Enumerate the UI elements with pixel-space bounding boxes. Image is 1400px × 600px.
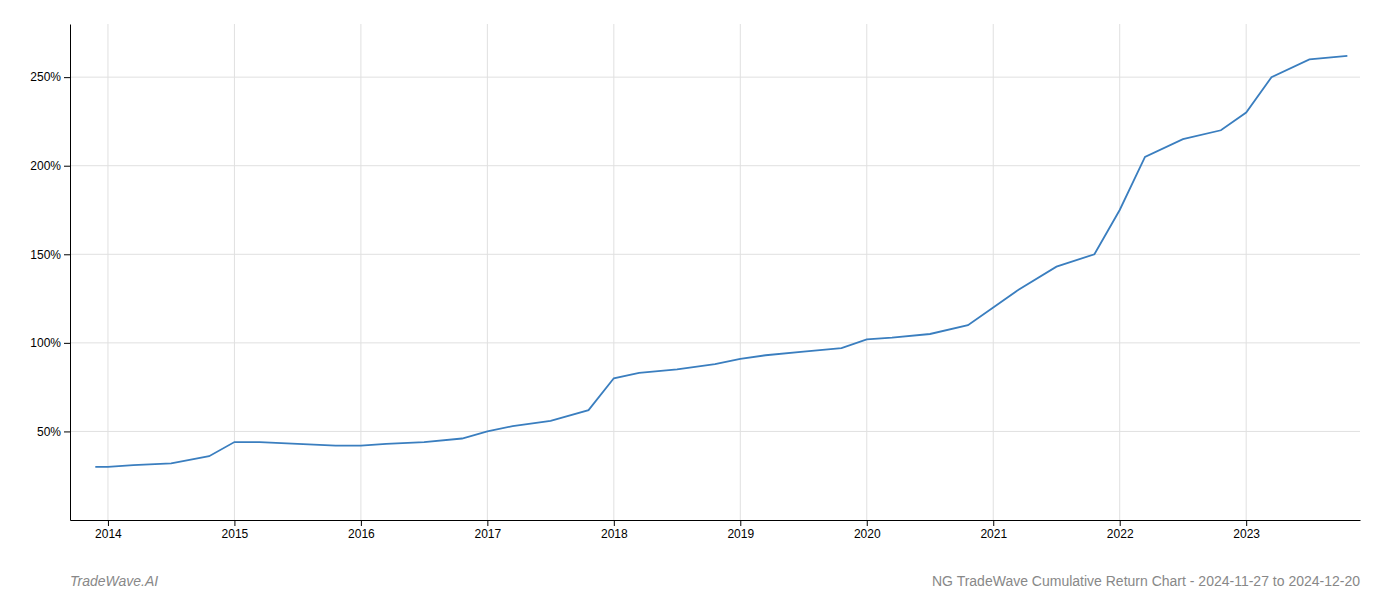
x-tick-mark: [867, 520, 868, 526]
chart-svg: 2014 2015 2016 2017 2018 2019 2020 2021 2022 2023…: [0, 0, 1400, 600]
x-tick-mark: [361, 520, 362, 526]
grid-line-x: [234, 24, 235, 520]
y-axis: 50% 100% 150% 200% 250%: [30, 25, 70, 521]
y-tick: 50%: [37, 425, 70, 439]
grid: [70, 24, 1360, 520]
x-tick-label: 2017: [475, 527, 502, 541]
x-tick: 2014: [95, 520, 122, 541]
grid-line-x: [487, 24, 488, 520]
x-tick: 2015: [222, 520, 249, 541]
x-tick-label: 2015: [222, 527, 249, 541]
x-tick-label: 2018: [601, 527, 628, 541]
x-tick: 2023: [1233, 520, 1260, 541]
y-tick-label: 200%: [30, 159, 61, 173]
x-tick-mark: [234, 520, 235, 526]
grid-line-x: [993, 24, 994, 520]
y-tick-label: 250%: [30, 70, 61, 84]
y-tick: 150%: [30, 248, 70, 262]
grid-line-x: [866, 24, 867, 520]
line: [95, 56, 1347, 467]
grid-line-y: [70, 77, 1360, 78]
grid-line-x: [740, 24, 741, 520]
y-tick: 100%: [30, 336, 70, 350]
grid-line-x: [107, 24, 108, 520]
grid-line-x: [613, 24, 614, 520]
plot-area: 2014 2015 2016 2017 2018 2019 2020 2021 2022 2023…: [30, 24, 1360, 541]
x-tick-mark: [1246, 520, 1247, 526]
x-tick-mark: [740, 520, 741, 526]
x-tick-mark: [614, 520, 615, 526]
grid-line-x: [1119, 24, 1120, 520]
y-tick-mark: [64, 431, 70, 432]
watermark: TradeWave.AI: [70, 573, 158, 589]
y-tick-label: 50%: [37, 425, 61, 439]
grid-line-y: [70, 342, 1360, 343]
y-tick: 200%: [30, 159, 70, 173]
marks: [95, 56, 1347, 467]
x-tick-label: 2020: [854, 527, 881, 541]
y-tick: 250%: [30, 70, 70, 84]
y-tick-mark: [64, 166, 70, 167]
x-tick-mark: [108, 520, 109, 526]
chart-container: 2014 2015 2016 2017 2018 2019 2020 2021 2022 2023…: [0, 0, 1400, 600]
x-tick: 2019: [727, 520, 754, 541]
x-tick-label: 2021: [980, 527, 1007, 541]
grid-line-x: [1246, 24, 1247, 520]
grid-line-y: [70, 254, 1360, 255]
x-tick-mark: [1120, 520, 1121, 526]
x-axis-line: [71, 520, 1361, 521]
x-tick-label: 2023: [1233, 527, 1260, 541]
grid-line-y: [70, 431, 1360, 432]
x-tick: 2020: [854, 520, 881, 541]
x-tick-label: 2019: [727, 527, 754, 541]
y-tick-mark: [64, 77, 70, 78]
y-tick-mark: [64, 343, 70, 344]
x-tick-mark: [993, 520, 994, 526]
y-tick-label: 150%: [30, 248, 61, 262]
x-tick-label: 2022: [1107, 527, 1134, 541]
x-tick-mark: [487, 520, 488, 526]
x-axis: 2014 2015 2016 2017 2018 2019 2020 2021 2022 2023: [71, 520, 1361, 541]
y-tick-label: 100%: [30, 336, 61, 350]
x-tick: 2022: [1107, 520, 1134, 541]
x-tick-label: 2014: [95, 527, 122, 541]
y-tick-mark: [64, 254, 70, 255]
x-tick: 2017: [475, 520, 502, 541]
x-tick-label: 2016: [348, 527, 375, 541]
x-tick: 2021: [980, 520, 1007, 541]
title: NG TradeWave Cumulative Return Chart - 2…: [932, 573, 1360, 589]
grid-line-y: [70, 165, 1360, 166]
y-axis-line: [70, 25, 71, 521]
x-tick: 2018: [601, 520, 628, 541]
x-tick: 2016: [348, 520, 375, 541]
